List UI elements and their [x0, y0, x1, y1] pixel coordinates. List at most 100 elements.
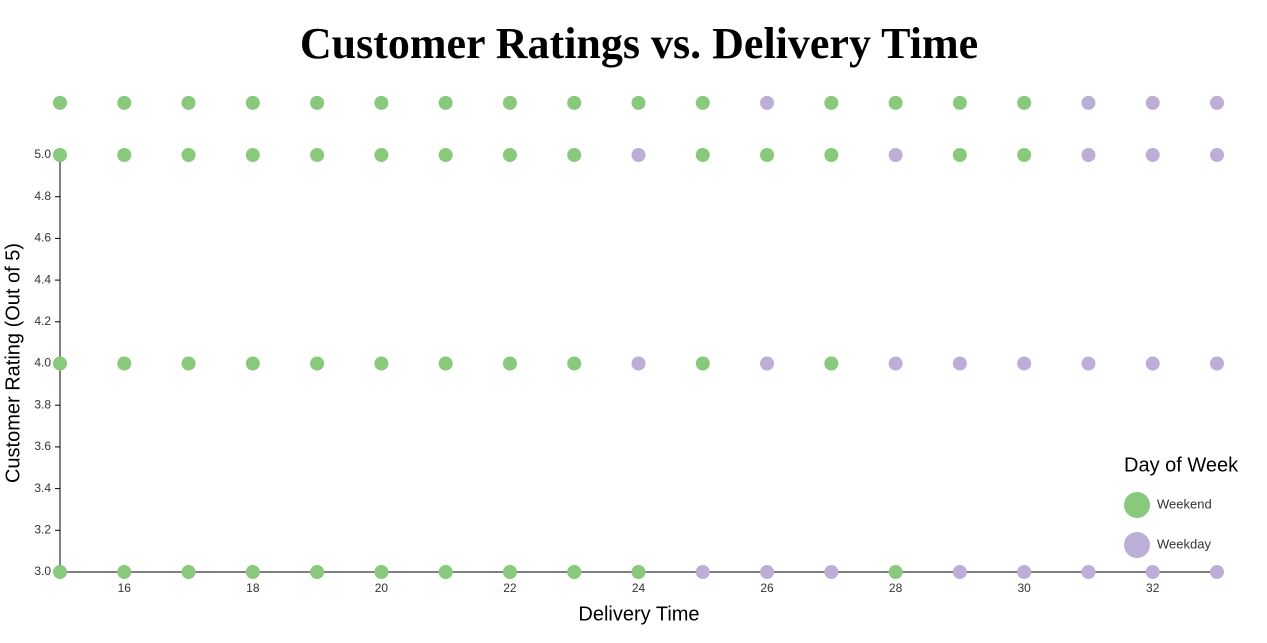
point [502, 356, 517, 371]
point [824, 95, 839, 110]
point [631, 565, 646, 579]
point [245, 95, 260, 110]
point [53, 148, 67, 162]
point [438, 356, 453, 371]
point [245, 356, 260, 371]
point [117, 95, 132, 110]
y-tick-label: 3.2 [34, 522, 51, 536]
point [760, 148, 775, 162]
y-tick-label: 4.2 [34, 314, 51, 328]
point [1210, 565, 1224, 579]
point [1081, 95, 1096, 110]
y-tick-label: 3.8 [34, 397, 51, 411]
x-tick-label: 26 [760, 581, 774, 595]
point [374, 148, 389, 162]
point [374, 95, 389, 110]
x-tick-label: 28 [889, 581, 903, 595]
point [952, 356, 967, 371]
point [117, 565, 132, 579]
point [567, 356, 582, 371]
point [117, 148, 132, 162]
point [888, 356, 903, 371]
point [695, 356, 710, 371]
point [631, 356, 646, 371]
point [310, 565, 325, 579]
point [181, 148, 196, 162]
x-tick-label: 18 [246, 581, 260, 595]
x-tick-label: 22 [503, 581, 517, 595]
point [438, 148, 453, 162]
point [502, 565, 517, 579]
point [952, 565, 967, 579]
point [1145, 148, 1160, 162]
y-tick-label: 4.0 [34, 356, 51, 370]
x-tick-label: 16 [118, 581, 132, 595]
point [824, 356, 839, 371]
point [181, 356, 196, 371]
point [567, 565, 582, 579]
point [502, 148, 517, 162]
point [760, 95, 775, 110]
point [631, 95, 646, 110]
legend-label: Weekend [1157, 496, 1212, 511]
point [310, 148, 325, 162]
legend-swatch [1124, 492, 1150, 518]
point [1017, 565, 1032, 579]
y-tick-label: 3.0 [34, 564, 51, 578]
point [53, 565, 67, 579]
x-tick-label: 24 [632, 581, 646, 595]
point [952, 148, 967, 162]
point [760, 565, 775, 579]
point [952, 95, 967, 110]
legend-swatch [1124, 532, 1150, 558]
point [245, 565, 260, 579]
y-tick-label: 3.4 [34, 481, 51, 495]
x-tick-label: 32 [1146, 581, 1160, 595]
point [888, 95, 903, 110]
point [695, 148, 710, 162]
y-tick-label: 4.4 [34, 272, 51, 286]
point [695, 95, 710, 110]
point [1210, 95, 1224, 110]
point [824, 565, 839, 579]
point [631, 148, 646, 162]
y-tick-label: 4.8 [34, 189, 51, 203]
point [1210, 148, 1224, 162]
point [181, 565, 196, 579]
point [53, 95, 67, 110]
y-tick-label: 4.6 [34, 231, 51, 245]
y-axis-label: Customer Rating (Out of 5) [2, 243, 24, 483]
point [888, 148, 903, 162]
point [1145, 356, 1160, 371]
legend-label: Weekday [1157, 536, 1211, 551]
point [117, 356, 132, 371]
chart-title: Customer Ratings vs. Delivery Time [300, 19, 978, 68]
point [438, 95, 453, 110]
point [502, 95, 517, 110]
legend-title: Day of Week [1124, 454, 1239, 476]
point [1145, 95, 1160, 110]
point [888, 565, 903, 579]
point [567, 148, 582, 162]
point [824, 148, 839, 162]
point [181, 95, 196, 110]
x-tick-label: 20 [375, 581, 389, 595]
point [374, 356, 389, 371]
point [1081, 565, 1096, 579]
point [1145, 565, 1160, 579]
point [1210, 356, 1224, 371]
point [1081, 148, 1096, 162]
point [695, 565, 710, 579]
point [53, 356, 67, 371]
x-tick-label: 30 [1017, 581, 1031, 595]
point [760, 356, 775, 371]
point [1017, 148, 1032, 162]
point [567, 95, 582, 110]
point [1081, 356, 1096, 371]
point [310, 95, 325, 110]
point [245, 148, 260, 162]
point [1017, 356, 1032, 371]
point [438, 565, 453, 579]
x-axis-label: Delivery Time [578, 603, 699, 625]
